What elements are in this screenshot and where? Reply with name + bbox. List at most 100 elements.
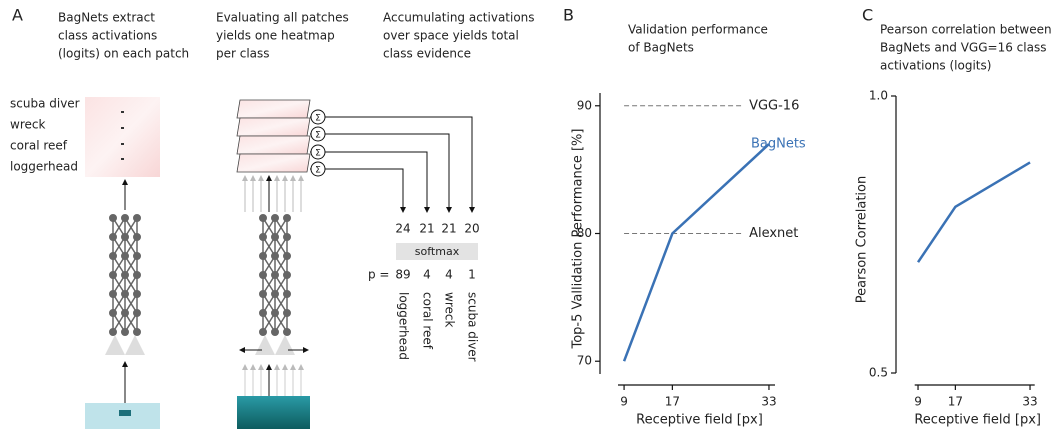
net-node	[109, 214, 117, 222]
net-node	[283, 252, 291, 260]
panel-label: A	[12, 6, 23, 25]
net-node	[121, 233, 129, 241]
net-node	[121, 271, 129, 279]
caption: (logits) on each patch	[58, 47, 189, 61]
net-node	[121, 252, 129, 260]
net-node	[121, 214, 129, 222]
net-node	[133, 233, 141, 241]
net-node	[259, 252, 267, 260]
x-tick-label: 33	[1022, 395, 1037, 409]
y-tick-label: 1.0	[869, 89, 888, 103]
y-tick-label: 80	[577, 226, 592, 240]
net-node	[109, 271, 117, 279]
class-label: coral reef	[10, 139, 68, 153]
p-label: p =	[368, 268, 390, 282]
x-axis-label: Receptive field [px]	[914, 413, 1041, 428]
net-node	[271, 252, 279, 260]
chart-title: of BagNets	[628, 41, 694, 55]
chart-title: BagNets and VGG=16 class	[880, 41, 1046, 55]
net-node	[109, 290, 117, 298]
series-line	[622, 143, 770, 362]
heatmap-layer	[236, 117, 311, 137]
probability: 4	[445, 268, 453, 282]
caption: Evaluating all patches	[216, 11, 349, 25]
y-tick-label: 0.5	[869, 366, 888, 380]
logit: 21	[419, 222, 434, 236]
panel-label: B	[563, 6, 574, 25]
y-axis-label: Pearson Correlation	[855, 176, 870, 303]
caption: yields one heatmap	[216, 29, 335, 43]
x-tick-label: 17	[948, 395, 963, 409]
ranked-class: wreck	[443, 292, 457, 327]
class-label: loggerhead	[10, 160, 78, 174]
connector	[325, 168, 406, 213]
net-node	[133, 271, 141, 279]
x-tick-label: 33	[761, 395, 776, 409]
chart-title: Validation performance	[628, 23, 768, 37]
net-node	[133, 328, 141, 336]
heatmap-layer	[236, 99, 311, 119]
probability: 4	[423, 268, 431, 282]
caption: Accumulating activations	[383, 11, 535, 25]
caption: per class	[216, 47, 270, 61]
net-node	[259, 233, 267, 241]
connector	[325, 133, 452, 213]
net-node	[259, 214, 267, 222]
net-node	[283, 309, 291, 317]
net-node	[109, 328, 117, 336]
connector	[325, 151, 430, 213]
caption: class evidence	[383, 47, 471, 61]
ranked-class: loggerhead	[397, 292, 411, 360]
sum-symbol: Σ	[315, 149, 321, 159]
heatmap-layer	[236, 135, 311, 155]
logit: 24	[395, 222, 410, 236]
net-node	[283, 271, 291, 279]
caption: class activations	[58, 29, 157, 43]
x-axis-label: Receptive field [px]	[636, 413, 763, 428]
net-node	[259, 309, 267, 317]
net-node	[271, 290, 279, 298]
x-tick-label: 9	[620, 395, 628, 409]
logit: 21	[441, 222, 456, 236]
net-node	[109, 309, 117, 317]
class-label: scuba diver	[10, 97, 80, 111]
net-node	[109, 252, 117, 260]
net-node	[271, 271, 279, 279]
net-node	[283, 233, 291, 241]
chart-title: activations (logits)	[880, 59, 991, 73]
caption: BagNets extract	[58, 11, 155, 25]
net-node	[121, 290, 129, 298]
ranked-class: coral reef	[421, 292, 435, 350]
net-node	[133, 290, 141, 298]
series-line	[916, 161, 1031, 263]
net-node	[259, 290, 267, 298]
panel-a-graphics	[85, 97, 478, 429]
net-node	[133, 214, 141, 222]
probability: 1	[468, 268, 476, 282]
y-tick-label: 70	[577, 354, 592, 368]
net-node	[271, 328, 279, 336]
net-node	[133, 252, 141, 260]
sum-symbol: Σ	[315, 166, 321, 176]
net-node	[109, 233, 117, 241]
sum-symbol: Σ	[315, 114, 321, 124]
chart-title: Pearson correlation between	[880, 23, 1052, 37]
x-tick-label: 9	[914, 395, 922, 409]
net-node	[271, 309, 279, 317]
logit: 20	[464, 222, 479, 236]
sum-symbol: Σ	[315, 131, 321, 141]
series-label: BagNets	[751, 137, 806, 152]
net-node	[283, 328, 291, 336]
softmax-label: softmax	[415, 245, 460, 258]
x-tick-label: 17	[665, 395, 680, 409]
net-node	[271, 233, 279, 241]
net-node	[283, 290, 291, 298]
net-node	[259, 271, 267, 279]
reference-label: VGG-16	[749, 98, 799, 113]
net-node	[121, 328, 129, 336]
net-node	[283, 214, 291, 222]
caption: over space yields total	[383, 29, 519, 43]
connector	[325, 116, 475, 213]
probability: 89	[395, 268, 410, 282]
panel-label: C	[862, 6, 873, 25]
